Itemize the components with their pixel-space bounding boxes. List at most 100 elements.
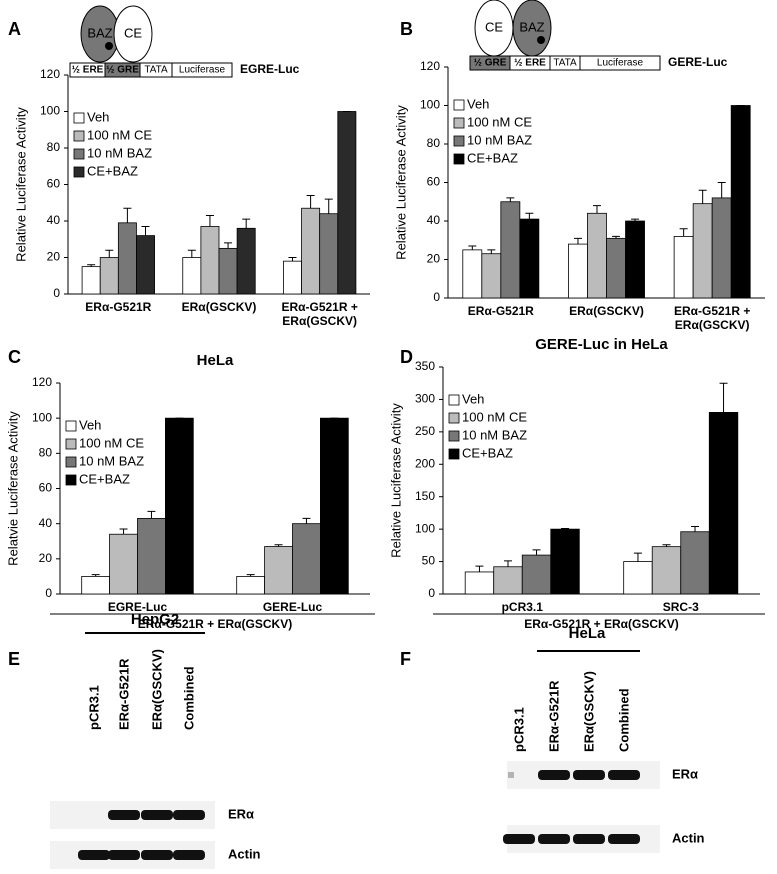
x-tick-label: ERα-G521R — [85, 300, 152, 314]
error-bar — [288, 257, 297, 262]
segment-label: ½ ERE — [72, 65, 104, 76]
segment-label: ½ ERE — [514, 58, 546, 69]
bar — [81, 266, 101, 295]
x-tick-label-box: ERα-G521R + ERα(GSCKV) — [281, 300, 358, 328]
x-tick-label-box: pCR3.1 — [501, 600, 543, 614]
lane-label: ERα-G521R — [546, 680, 561, 752]
x-tick-label-box: EGRE-Luc — [107, 600, 168, 614]
panel-letter: F — [400, 649, 411, 669]
y-tick-label: 350 — [415, 359, 435, 373]
error-bar — [274, 544, 283, 547]
segment — [171, 62, 233, 78]
segment-label: ½ GRE — [474, 58, 507, 69]
legend-swatch — [65, 474, 77, 486]
error-bar — [662, 544, 671, 547]
dot — [537, 36, 545, 44]
error-bar — [141, 225, 150, 236]
bar — [519, 218, 540, 299]
legend-swatch — [453, 117, 465, 129]
dot — [105, 42, 113, 50]
segment-label: TATA — [553, 58, 577, 69]
error-bar — [224, 242, 233, 249]
y-tick-label: 100 — [420, 98, 440, 112]
y-tick-label: 0 — [433, 290, 440, 304]
legend-label: 10 nM BAZ — [462, 427, 527, 442]
error-bar — [506, 197, 515, 202]
y-tick-label: 20 — [427, 252, 441, 266]
band — [173, 810, 205, 820]
x-tick-label: ERα-G521R + ERα(GSCKV) — [281, 300, 358, 328]
bar — [680, 531, 710, 595]
legend-swatch — [73, 130, 85, 142]
segment-label: Luciferase — [597, 58, 644, 69]
error-bar — [468, 245, 477, 250]
construct-label: GERE-Luc — [668, 55, 728, 69]
bar — [164, 417, 194, 595]
error-bar — [246, 574, 255, 577]
error-bar — [532, 549, 541, 556]
y-tick-label: 50 — [422, 554, 436, 568]
band-label: ERα — [672, 766, 698, 781]
lane-label: ERα(GSCKV) — [149, 649, 164, 730]
x-tick-label-box: GERE-Luc — [263, 600, 322, 614]
bar — [500, 201, 521, 299]
bar — [319, 417, 349, 595]
x-axis-label: ERα-G521R + ERα(GSCKV) — [138, 617, 292, 631]
y-tick-label: 250 — [415, 424, 435, 438]
lane-label: Combined — [181, 666, 196, 730]
error-bar — [187, 249, 196, 258]
bar — [200, 226, 220, 295]
bar — [236, 227, 256, 295]
legend-swatch — [65, 456, 77, 468]
y-tick-label: 60 — [47, 177, 61, 191]
x-tick-label-box: ERα(GSCKV) — [182, 300, 257, 314]
error-bar — [633, 552, 642, 562]
legend-label: 10 nM BAZ — [467, 132, 532, 147]
legend-swatch — [448, 430, 460, 442]
bar — [218, 247, 238, 295]
error-bar — [119, 528, 128, 535]
bar — [692, 203, 713, 299]
legend-label: CE+BAZ — [79, 471, 130, 486]
error-bar — [105, 249, 114, 258]
oval-label: BAZ — [519, 19, 544, 34]
y-tick-label: 80 — [39, 446, 53, 460]
x-tick-label: EGRE-Luc — [107, 600, 168, 614]
y-tick-label: 200 — [415, 456, 435, 470]
band — [108, 850, 140, 860]
y-tick-label: 0 — [53, 286, 60, 300]
legend-label: 100 nM CE — [467, 114, 532, 129]
y-tick-label: 20 — [39, 551, 53, 565]
legend-label: Veh — [79, 417, 101, 432]
chart-title: HeLa — [197, 352, 234, 369]
error-bar — [691, 526, 700, 532]
y-tick-label: 300 — [415, 392, 435, 406]
bar — [99, 257, 119, 295]
segment-label: TATA — [144, 65, 168, 76]
bar — [292, 523, 321, 595]
bar — [137, 517, 166, 595]
lane-label: pCR3.1 — [86, 685, 101, 730]
x-tick-label: ERα(GSCKV) — [569, 304, 644, 318]
x-tick-label: pCR3.1 — [501, 600, 543, 614]
y-tick-label: 150 — [415, 489, 435, 503]
cell-line: HepG2 — [131, 611, 179, 628]
legend-swatch — [73, 112, 85, 124]
legend-swatch — [448, 448, 460, 460]
band — [173, 850, 205, 860]
band — [503, 834, 535, 844]
x-tick-label: SRC-3 — [662, 600, 699, 614]
bar — [117, 222, 137, 295]
lane-label: ERα(GSCKV) — [581, 671, 596, 752]
legend-label: 10 nM BAZ — [79, 453, 144, 468]
legend-swatch — [453, 135, 465, 147]
band — [538, 770, 570, 780]
legend-label: CE+BAZ — [87, 163, 138, 178]
legend-label: Veh — [462, 391, 484, 406]
band — [608, 834, 640, 844]
bar — [481, 253, 502, 299]
error-bar — [91, 574, 100, 577]
oval-label: CE — [124, 25, 142, 40]
legend-swatch — [448, 412, 460, 424]
